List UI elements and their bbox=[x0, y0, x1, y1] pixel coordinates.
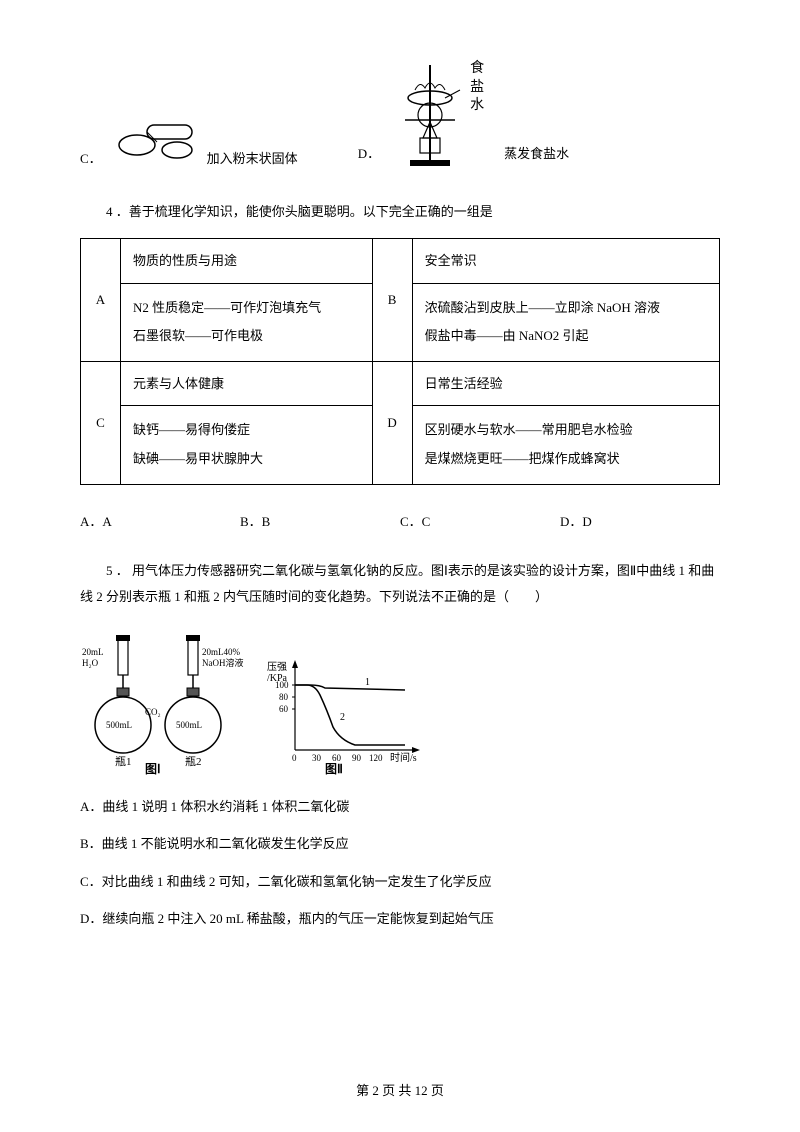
svg-text:500mL: 500mL bbox=[176, 720, 202, 730]
svg-text:瓶1: 瓶1 bbox=[115, 754, 132, 768]
q4-cell-c-body: 缺钙——易得佝偻症 缺碘——易甲状腺肿大 bbox=[121, 406, 373, 484]
q4-opt-d: D．D bbox=[560, 510, 720, 533]
q5-figure-2: 压强 /KPa 100 80 60 0 30 60 90 120 时间/s 1 … bbox=[265, 655, 425, 775]
q4-opt-a: A．A bbox=[80, 510, 240, 533]
svg-text:100: 100 bbox=[275, 680, 289, 690]
option-c-figure bbox=[107, 100, 207, 170]
q4-cell-a-body: N2 性质稳定——可作灯泡填充气 石墨很软——可作电极 bbox=[121, 283, 373, 361]
q4-d-line1: 区别硬水与软水——常用肥皂水检验 bbox=[425, 416, 707, 445]
svg-text:20mL: 20mL bbox=[82, 647, 104, 657]
svg-text:90: 90 bbox=[352, 753, 362, 763]
q5-opt-b: B．曲线 1 不能说明水和二氧化碳发生化学反应 bbox=[80, 832, 720, 855]
option-c-container: C． 加入粉末状固体 bbox=[80, 100, 298, 170]
q4-cell-b-body: 浓硫酸沾到皮肤上——立即涂 NaOH 溶液 假盐中毒——由 NaNO2 引起 bbox=[412, 283, 719, 361]
svg-text:30: 30 bbox=[312, 753, 322, 763]
q4-cell-a-label: A bbox=[81, 239, 121, 362]
q4-cell-d-header: 日常生活经验 bbox=[412, 361, 719, 405]
q4-cell-c-header: 元素与人体健康 bbox=[121, 361, 373, 405]
svg-text:2: 2 bbox=[340, 712, 345, 723]
svg-text:H₂O: H₂O bbox=[82, 658, 99, 668]
q4-cell-b-header: 安全常识 bbox=[412, 239, 719, 283]
q4-c-line1: 缺钙——易得佝偻症 bbox=[133, 416, 360, 445]
svg-text:NaOH溶液: NaOH溶液 bbox=[202, 657, 244, 668]
q4-a-line2: 石墨很软——可作电极 bbox=[133, 322, 360, 351]
q4-opt-c: C．C bbox=[400, 510, 560, 533]
q4-b-line1: 浓硫酸沾到皮肤上——立即涂 NaOH 溶液 bbox=[425, 294, 707, 323]
svg-text:120: 120 bbox=[369, 753, 383, 763]
svg-text:1: 1 bbox=[365, 677, 370, 688]
q4-intro: 4 ．善于梳理化学知识，能使你头脑更聪明。以下完全正确的一组是 bbox=[80, 200, 720, 223]
option-d-figure bbox=[385, 60, 475, 170]
svg-text:瓶2: 瓶2 bbox=[185, 754, 202, 768]
q4-cell-c-label: C bbox=[81, 361, 121, 484]
svg-text:CO₂: CO₂ bbox=[145, 707, 161, 717]
svg-text:图Ⅰ: 图Ⅰ bbox=[145, 762, 161, 775]
page-footer: 第 2 页 共 12 页 bbox=[0, 1079, 800, 1102]
q4-cell-b-label: B bbox=[372, 239, 412, 362]
q4-b-line2: 假盐中毒——由 NaNO2 引起 bbox=[425, 322, 707, 351]
q5-opt-a: A．曲线 1 说明 1 体积水约消耗 1 体积二氧化碳 bbox=[80, 795, 720, 818]
svg-text:0: 0 bbox=[292, 753, 297, 763]
svg-text:时间/s: 时间/s bbox=[390, 751, 417, 764]
option-c-label: C． bbox=[80, 147, 102, 170]
option-d-text: 蒸发食盐水 bbox=[504, 142, 569, 165]
option-c-text: 加入粉末状固体 bbox=[207, 147, 298, 170]
q4-a-line1: N2 性质稳定——可作灯泡填充气 bbox=[133, 294, 360, 323]
q4-d-line2: 是煤燃烧更旺——把煤作成蜂窝状 bbox=[425, 445, 707, 474]
svg-text:20mL40%: 20mL40% bbox=[202, 647, 240, 657]
option-d-container: D． 食盐水 蒸发食盐水 bbox=[358, 60, 569, 170]
q4-cell-a-header: 物质的性质与用途 bbox=[121, 239, 373, 283]
q4-options: A．A B．B C．C D．D bbox=[80, 510, 720, 533]
svg-text:500mL: 500mL bbox=[106, 720, 132, 730]
svg-text:图Ⅱ: 图Ⅱ bbox=[325, 762, 343, 775]
q4-cell-d-label: D bbox=[372, 361, 412, 484]
q5-opt-c: C．对比曲线 1 和曲线 2 可知，二氧化碳和氢氧化钠一定发生了化学反应 bbox=[80, 870, 720, 893]
q5-figure-1: 20mL H₂O 20mL40% NaOH溶液 500mL CO₂ 瓶1 500… bbox=[80, 630, 250, 775]
svg-text:60: 60 bbox=[279, 704, 289, 714]
q4-opt-b: B．B bbox=[240, 510, 400, 533]
q4-c-line2: 缺碘——易甲状腺肿大 bbox=[133, 445, 360, 474]
svg-text:压强: 压强 bbox=[267, 661, 287, 673]
q5-opt-d: D．继续向瓶 2 中注入 20 mL 稀盐酸，瓶内的气压一定能恢复到起始气压 bbox=[80, 907, 720, 930]
q5-intro: 5 ． 用气体压力传感器研究二氧化碳与氢氧化钠的反应。图Ⅰ表示的是该实验的设计方… bbox=[80, 558, 720, 610]
svg-text:80: 80 bbox=[279, 692, 289, 702]
q4-cell-d-body: 区别硬水与软水——常用肥皂水检验 是煤燃烧更旺——把煤作成蜂窝状 bbox=[412, 406, 719, 484]
q4-table: A 物质的性质与用途 B 安全常识 N2 性质稳定——可作灯泡填充气 石墨很软—… bbox=[80, 238, 720, 484]
option-d-label: D． bbox=[358, 142, 380, 165]
